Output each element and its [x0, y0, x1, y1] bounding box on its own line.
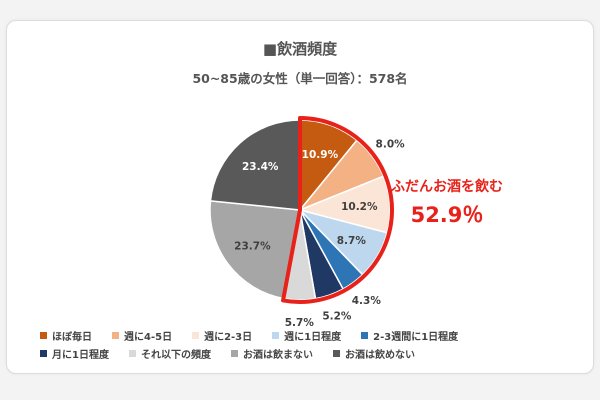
legend-swatch	[230, 349, 238, 357]
legend-swatch	[40, 349, 47, 357]
chart-subtitle: 50~85歳の女性（単一回答）：578名	[192, 71, 408, 86]
legend-label: ほぼ毎日	[52, 331, 92, 343]
slice-label: 23.7%	[234, 241, 271, 253]
legend-item: 週に2-3日	[192, 328, 252, 343]
legend-label: 2-3週間に1日程度	[373, 331, 459, 343]
legend-item: お酒は飲めない	[332, 346, 415, 361]
drinkers-highlight-outline	[281, 116, 394, 304]
callout-label: ふだんお酒を飲む	[391, 178, 503, 195]
legend-label: お酒は飲まない	[242, 349, 313, 361]
legend-item: お酒は飲まない	[230, 346, 313, 361]
legend-item: それ以下の頻度	[128, 346, 211, 361]
slice-label: 10.2%	[341, 201, 378, 213]
legend-swatch	[112, 331, 119, 339]
legend-item: 週に1日程度	[272, 328, 341, 343]
legend-label: お酒は飲めない	[344, 349, 415, 361]
legend-label: 月に1日程度	[52, 349, 109, 361]
slice-label: 8.0%	[376, 139, 406, 151]
pie-slice	[209, 119, 301, 211]
slice-label: 5.7%	[285, 317, 315, 329]
legend-row: 月に1日程度 それ以下の頻度 お酒は飲まない お酒は飲めない	[40, 344, 580, 362]
slice-label: 8.7%	[337, 235, 367, 247]
callout-value: 52.9％	[411, 203, 484, 227]
legend-item: 2-3週間に1日程度	[361, 328, 458, 343]
legend-swatch	[192, 331, 200, 339]
legend: ほぼ毎日 週に4-5日 週に2-3日 週に1日程度 2-3週間に1日程度 月に1日程度 そ…	[40, 326, 580, 362]
legend-swatch	[128, 349, 136, 357]
legend-item: 月に1日程度	[40, 346, 109, 361]
slice-label: 4.3%	[352, 295, 382, 307]
legend-item: 週に4-5日	[112, 328, 172, 343]
legend-swatch	[40, 331, 47, 339]
slice-label: 23.4%	[242, 161, 279, 173]
legend-label: 週に2-3日	[204, 331, 253, 343]
legend-swatch	[361, 331, 369, 339]
legend-row: ほぼ毎日 週に4-5日 週に2-3日 週に1日程度 2-3週間に1日程度	[40, 326, 580, 344]
pie-slice	[209, 200, 301, 300]
legend-label: 週に1日程度	[284, 331, 342, 343]
slice-label: 10.9%	[302, 149, 339, 161]
chart-title: ■飲酒頻度	[262, 40, 338, 58]
legend-label: 週に4-5日	[124, 331, 173, 343]
legend-swatch	[272, 331, 280, 339]
slice-label: 5.2%	[322, 311, 352, 323]
legend-item: ほぼ毎日	[40, 328, 92, 343]
legend-label: それ以下の頻度	[140, 349, 211, 361]
legend-swatch	[332, 349, 340, 357]
